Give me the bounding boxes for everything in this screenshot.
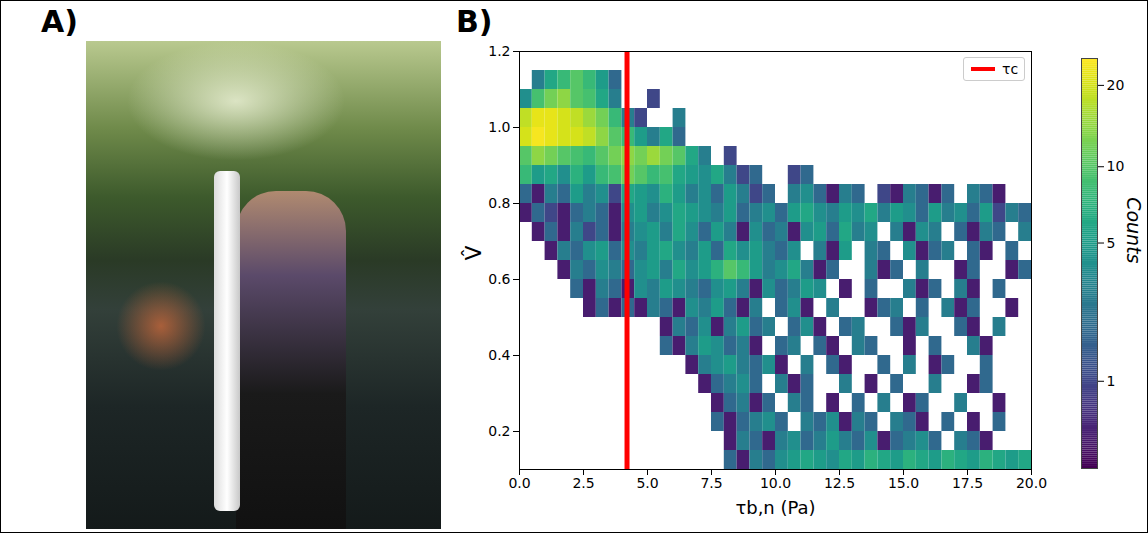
svg-text:20.0: 20.0 xyxy=(1016,475,1047,491)
svg-text:0.4: 0.4 xyxy=(488,347,510,363)
svg-text:5.0: 5.0 xyxy=(636,475,658,491)
svg-text:2.5: 2.5 xyxy=(572,475,594,491)
html-text:B): B) xyxy=(456,4,493,39)
svg-text:10.0: 10.0 xyxy=(760,475,791,491)
html-text:τc: τc xyxy=(1002,61,1019,77)
svg-text:20: 20 xyxy=(1107,77,1125,93)
svg-text:1.0: 1.0 xyxy=(488,119,510,135)
svg-text:5: 5 xyxy=(1107,235,1116,251)
svg-text:1: 1 xyxy=(1107,373,1116,389)
svg-text:7.5: 7.5 xyxy=(700,475,722,491)
svg-text:10: 10 xyxy=(1107,158,1125,174)
svg-text:1.2: 1.2 xyxy=(488,43,510,59)
svg-text:0.0: 0.0 xyxy=(508,475,530,491)
svg-text:0.8: 0.8 xyxy=(488,195,510,211)
svg-text:Counts: Counts xyxy=(1123,197,1145,263)
svg-text:V̂: V̂ xyxy=(461,245,486,260)
svg-text:17.5: 17.5 xyxy=(952,475,983,491)
svg-text:15.0: 15.0 xyxy=(888,475,919,491)
svg-text:τb,n (Pa): τb,n (Pa) xyxy=(735,497,815,518)
svg-text:12.5: 12.5 xyxy=(824,475,855,491)
svg-text:0.2: 0.2 xyxy=(488,423,510,439)
svg-text:0.6: 0.6 xyxy=(488,271,510,287)
html-text:A): A) xyxy=(41,4,78,39)
